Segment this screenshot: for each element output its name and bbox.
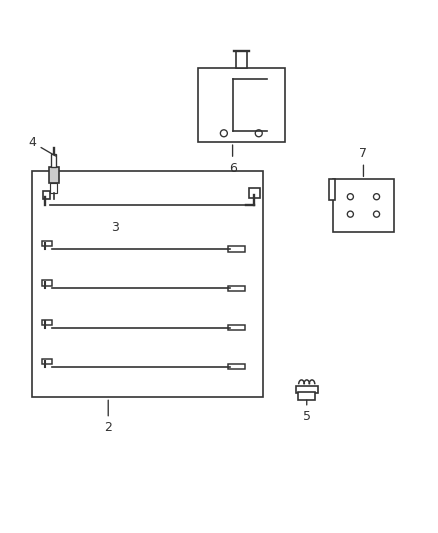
Text: 7: 7 [359,147,367,176]
Bar [197,68,284,142]
Bar [228,286,244,291]
Bar [32,171,262,398]
Bar [228,364,244,369]
Bar [42,280,52,286]
Bar [297,392,315,400]
Text: 5: 5 [302,400,310,424]
Circle shape [346,211,353,217]
Bar [42,320,52,325]
Bar [42,359,52,364]
Bar [328,179,334,200]
Text: 6: 6 [228,145,236,175]
Circle shape [373,193,379,200]
Circle shape [220,130,227,137]
Bar [43,191,49,199]
Text: 3: 3 [111,221,118,234]
Bar [228,246,244,252]
Bar [42,241,52,246]
Circle shape [373,211,379,217]
Bar [332,179,393,232]
Bar [248,188,259,198]
Bar [235,51,246,68]
Circle shape [254,130,261,137]
Bar [51,154,56,167]
Text: 2: 2 [104,400,112,434]
Text: 4: 4 [28,136,56,156]
Bar [295,386,317,393]
Bar [228,325,244,330]
Circle shape [346,193,353,200]
Bar [49,167,58,182]
Bar [50,182,57,193]
